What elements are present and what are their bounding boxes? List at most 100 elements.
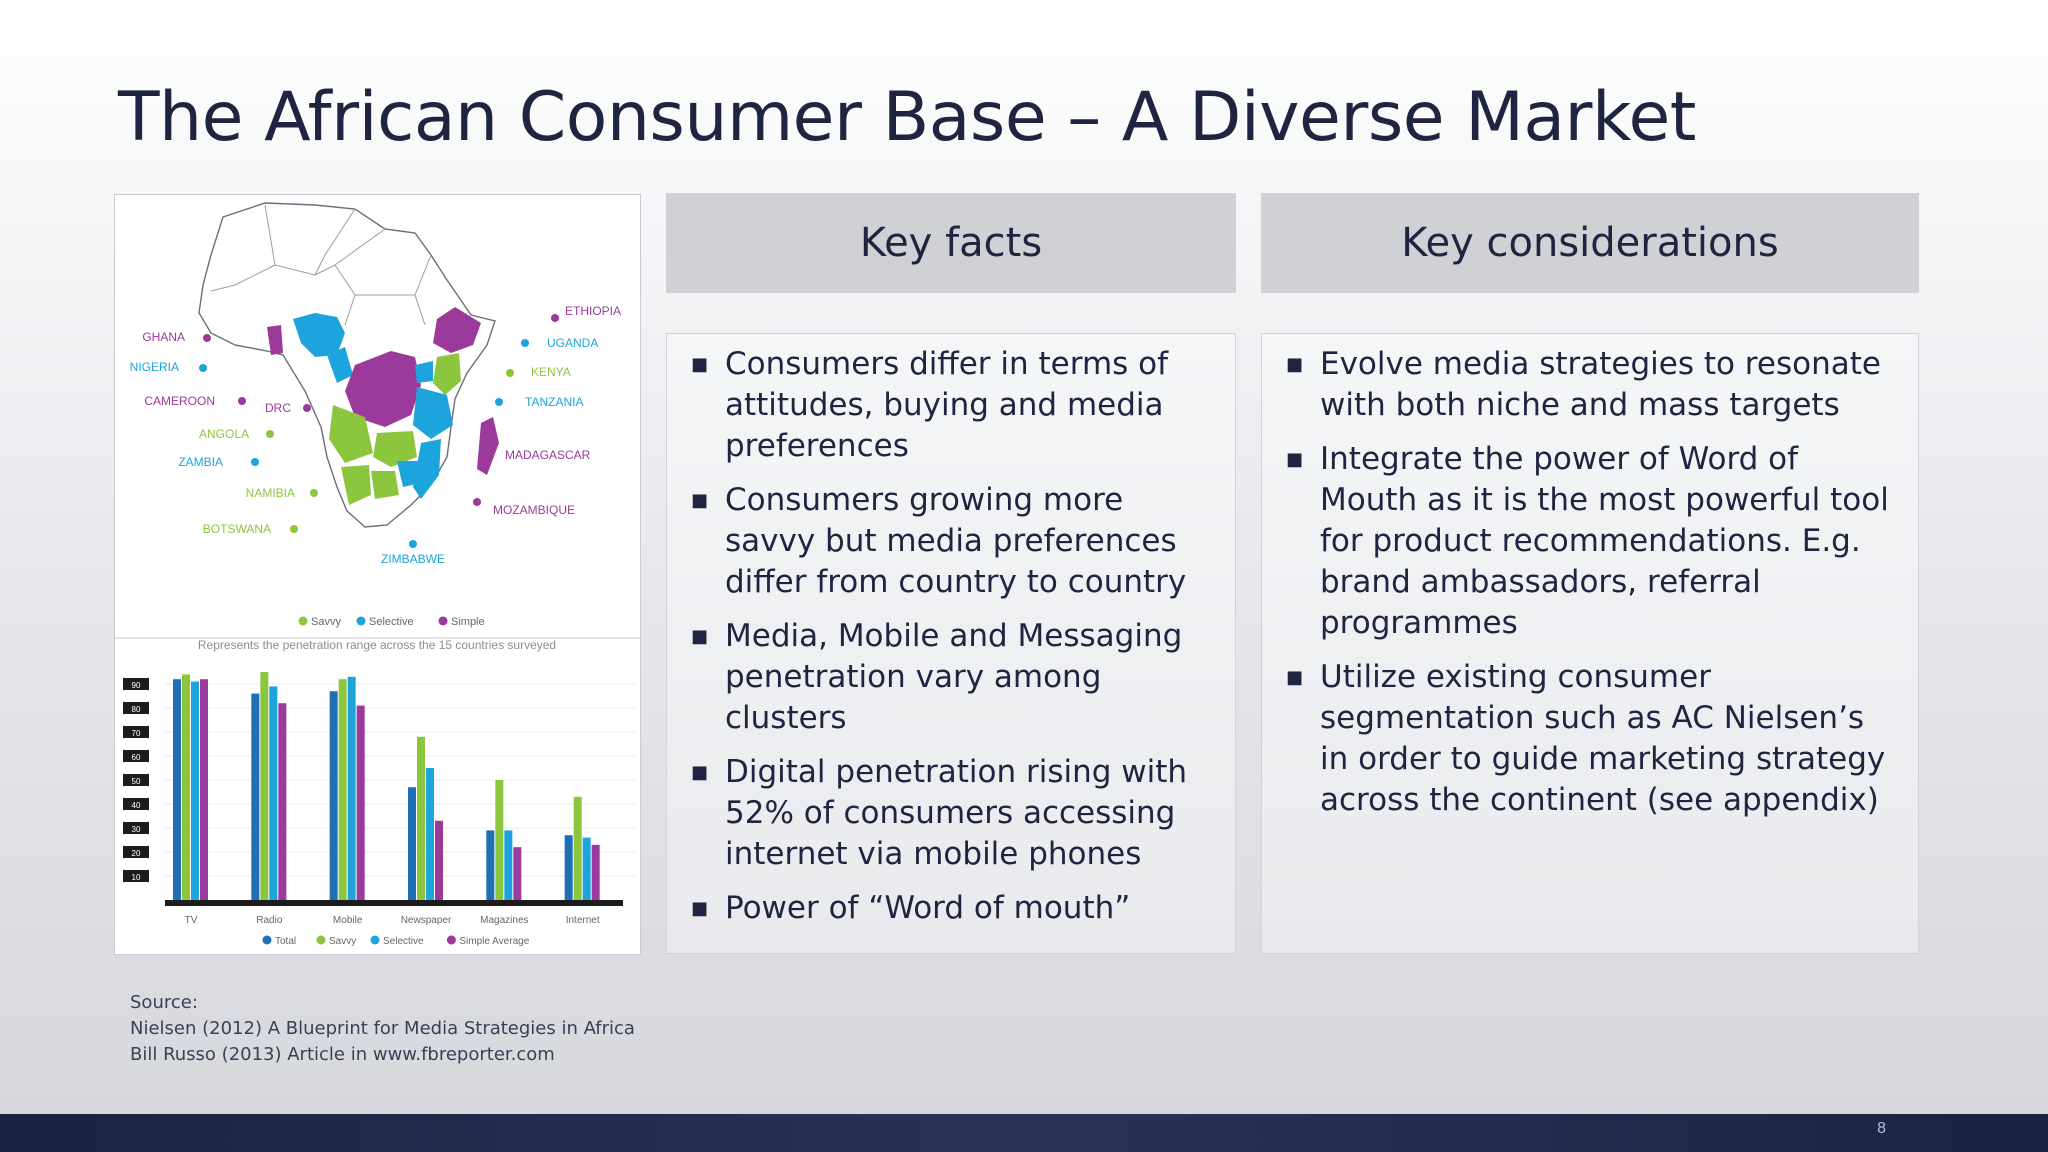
chart-legend-dot bbox=[446, 935, 456, 945]
source-citation: Source: Nielsen (2012) A Blueprint for M… bbox=[130, 990, 635, 1068]
map-legend-dot bbox=[298, 616, 308, 626]
key-considerations-heading: Key considerations bbox=[1401, 220, 1779, 266]
map-country-label: NAMIBIA bbox=[246, 486, 295, 500]
footer-bar: 8 bbox=[0, 1114, 2048, 1152]
map-marker-dot bbox=[473, 498, 481, 506]
country-borders bbox=[210, 204, 432, 326]
map-country-label: UGANDA bbox=[547, 336, 598, 350]
y-tick-box bbox=[123, 846, 149, 858]
page-number: 8 bbox=[1877, 1120, 1886, 1137]
bar-total bbox=[173, 679, 181, 900]
map-marker-dot bbox=[551, 314, 559, 322]
list-item: ■ Evolve media strategies to resonate wit… bbox=[1286, 346, 1881, 423]
map-marker-dot bbox=[409, 540, 417, 548]
bar-total bbox=[564, 835, 573, 900]
bar-selective bbox=[269, 686, 278, 900]
tanzania-shape bbox=[413, 387, 453, 439]
kenya-shape bbox=[433, 353, 461, 395]
nielsen-figure: ETHIOPIA GHANA UGANDA NIGERIA KENYA TANZANIA C… bbox=[114, 194, 641, 955]
figure-svg: ETHIOPIA GHANA UGANDA NIGERIA KENYA TANZANIA C… bbox=[115, 202, 640, 947]
angola-shape bbox=[329, 405, 373, 463]
list-item: ■ Digital penetration rising with 52% of … bbox=[691, 754, 1188, 872]
bullet-icon: ■ bbox=[691, 626, 709, 647]
map-legend-dot bbox=[356, 616, 366, 626]
list-item: ■ Consumers growing more savvy but media … bbox=[691, 482, 1187, 600]
slide-title: The African Consumer Base – A Diverse Ma… bbox=[118, 78, 1696, 157]
key-facts-header: Key facts bbox=[666, 193, 1236, 293]
bar-total bbox=[329, 691, 338, 900]
map-country-label: ANGOLA bbox=[199, 427, 249, 441]
map-legend-dot bbox=[438, 616, 448, 626]
y-tick-label: 90 bbox=[132, 681, 141, 690]
y-tick-label: 40 bbox=[132, 801, 141, 810]
bar-savvy bbox=[417, 736, 425, 900]
bullet-icon: ■ bbox=[691, 490, 709, 511]
map-marker-dot bbox=[251, 458, 259, 466]
bar-selective bbox=[347, 676, 356, 900]
bar-simple-average bbox=[278, 703, 287, 900]
key-facts-list: ■ Consumers differ in terms of attitudes,… bbox=[685, 344, 1215, 929]
y-tick-label: 30 bbox=[132, 825, 141, 834]
bar-savvy bbox=[573, 796, 582, 900]
bar-simple-average bbox=[435, 820, 443, 900]
bullet-icon: ■ bbox=[1286, 667, 1304, 688]
map-country-label: GHANA bbox=[142, 330, 185, 344]
y-tick-box bbox=[123, 870, 149, 882]
bar-simple-average bbox=[513, 847, 522, 900]
chart-legend-label: Simple Average bbox=[459, 936, 529, 947]
source-line: Nielsen (2012) A Blueprint for Media Str… bbox=[130, 1018, 635, 1039]
botswana-shape bbox=[371, 471, 399, 499]
figure-caption: Represents the penetration range across … bbox=[198, 638, 556, 652]
map-marker-dot bbox=[521, 339, 529, 347]
map-legend-label: Selective bbox=[369, 616, 414, 628]
bar-savvy bbox=[495, 780, 504, 900]
key-considerations-list: ■ Evolve media strategies to resonate wit… bbox=[1280, 344, 1898, 821]
drc-shape bbox=[345, 351, 421, 427]
map-country-label: MOZAMBIQUE bbox=[493, 503, 575, 517]
map-marker-dot bbox=[303, 404, 311, 412]
africa-map bbox=[198, 202, 499, 528]
list-item: ■ Integrate the power of Word of Mouth as… bbox=[1286, 441, 1889, 641]
x-tick-label: Magazines bbox=[480, 915, 528, 926]
map-legend-label: Simple bbox=[451, 616, 485, 628]
y-tick-label: 20 bbox=[132, 849, 141, 858]
bar-simple-average bbox=[591, 844, 600, 900]
map-marker-dot bbox=[266, 430, 274, 438]
map-country-label: MADAGASCAR bbox=[505, 448, 591, 462]
bar-selective bbox=[504, 830, 513, 900]
bullet-icon: ■ bbox=[691, 762, 709, 783]
y-tick-box bbox=[123, 702, 149, 714]
list-item: ■ Consumers differ in terms of attitudes,… bbox=[691, 346, 1169, 464]
map-country-label: ZAMBIA bbox=[178, 455, 223, 469]
map-country-label: DRC bbox=[265, 401, 291, 415]
map-marker-dot bbox=[290, 525, 298, 533]
chart-legend-label: Savvy bbox=[329, 936, 356, 947]
map-country-label: KENYA bbox=[531, 365, 571, 379]
map-legend: Savvy Selective Simple bbox=[298, 616, 485, 628]
bar-total bbox=[408, 787, 416, 900]
y-tick-box bbox=[123, 774, 149, 786]
map-country-label: NIGERIA bbox=[130, 360, 179, 374]
ghana-shape bbox=[267, 325, 283, 355]
map-labels: ETHIOPIA GHANA UGANDA NIGERIA KENYA TANZANIA C… bbox=[130, 304, 621, 566]
ethiopia-shape bbox=[433, 307, 481, 353]
key-considerations-header: Key considerations bbox=[1261, 193, 1919, 293]
bar-total bbox=[486, 830, 495, 900]
mozambique-shape bbox=[413, 439, 441, 499]
penetration-bar-chart: 10 20 30 40 50 60 70 80 90 TV Radio Mobile Newspaper… bbox=[123, 672, 635, 947]
y-tick-box bbox=[123, 822, 149, 834]
cameroon-shape bbox=[327, 347, 353, 383]
list-item: ■ Media, Mobile and Messaging penetration… bbox=[691, 618, 1183, 736]
key-facts-panel: ■ Consumers differ in terms of attitudes,… bbox=[666, 333, 1236, 954]
uganda-shape bbox=[415, 361, 433, 383]
bar-savvy bbox=[260, 672, 269, 900]
nigeria-shape bbox=[293, 313, 345, 357]
source-line: Bill Russo (2013) Article in www.fbrepor… bbox=[130, 1044, 555, 1065]
key-facts-heading: Key facts bbox=[859, 220, 1043, 266]
map-legend-label: Savvy bbox=[311, 616, 341, 628]
x-tick-label: Internet bbox=[566, 915, 600, 926]
x-tick-label: TV bbox=[185, 915, 198, 926]
chart-legend-label: Total bbox=[275, 936, 296, 947]
y-tick-box bbox=[123, 678, 149, 690]
x-tick-label: Radio bbox=[256, 915, 283, 926]
